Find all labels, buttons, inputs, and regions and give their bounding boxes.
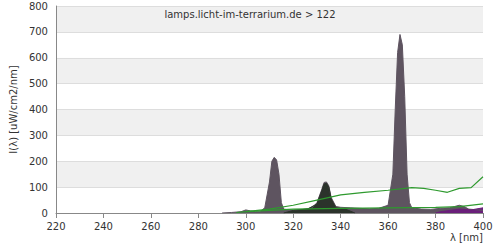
svg-text:lamps.licht-im-terrarium.de >: lamps.licht-im-terrarium.de > 122 (164, 9, 335, 20)
svg-text:360: 360 (379, 221, 398, 232)
svg-text:400: 400 (473, 221, 492, 232)
svg-text:400: 400 (29, 104, 48, 115)
svg-text:220: 220 (46, 221, 65, 232)
svg-text:700: 700 (29, 26, 48, 37)
svg-text:380: 380 (426, 221, 445, 232)
svg-text:300: 300 (29, 130, 48, 141)
svg-text:I(λ) [uW/cm2/nm]: I(λ) [uW/cm2/nm] (8, 65, 19, 153)
svg-text:300: 300 (236, 221, 255, 232)
svg-text:280: 280 (189, 221, 208, 232)
svg-text:800: 800 (29, 1, 48, 12)
svg-text:500: 500 (29, 78, 48, 89)
svg-text:200: 200 (29, 156, 48, 167)
svg-text:λ [nm]: λ [nm] (450, 232, 483, 243)
svg-text:0: 0 (42, 208, 48, 219)
svg-text:100: 100 (29, 182, 48, 193)
svg-text:600: 600 (29, 52, 48, 63)
svg-text:260: 260 (141, 221, 160, 232)
svg-text:340: 340 (331, 221, 350, 232)
svg-text:240: 240 (94, 221, 113, 232)
svg-text:320: 320 (284, 221, 303, 232)
